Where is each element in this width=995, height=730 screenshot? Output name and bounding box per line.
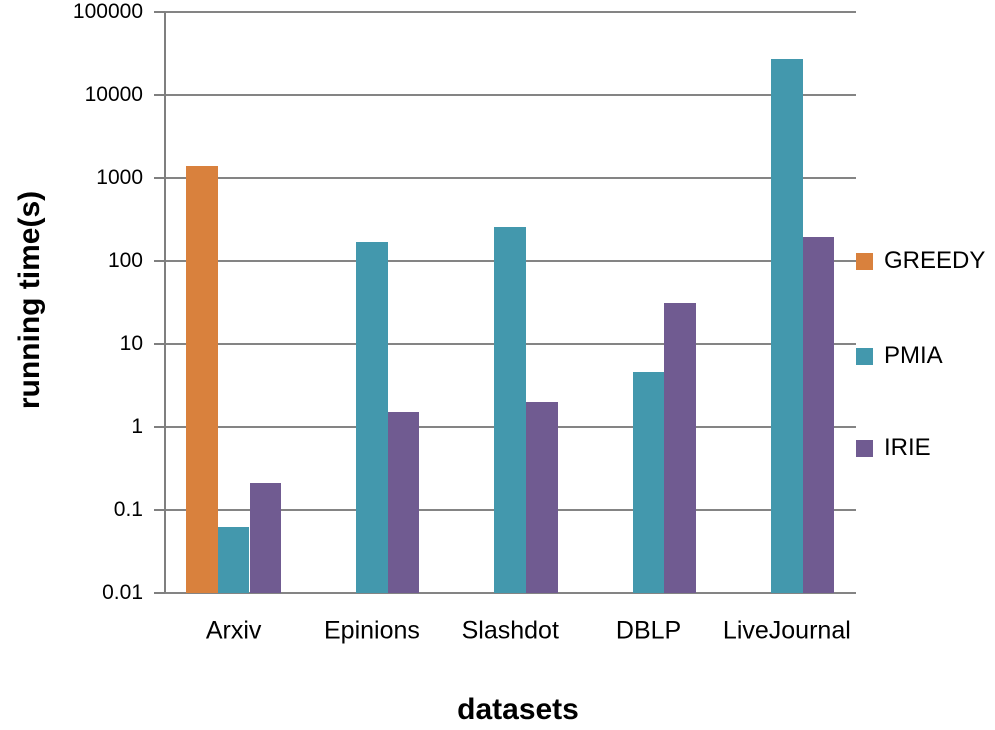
y-axis-tick-mark: [154, 11, 165, 13]
y-tick-label: 10000: [84, 83, 143, 106]
gridline: [164, 592, 856, 594]
category-label-slashdot: Slashdot: [461, 616, 559, 645]
category-label-arxiv: Arxiv: [205, 616, 262, 645]
y-axis-tick-mark: [154, 260, 165, 262]
y-axis-title: running time(s): [13, 190, 46, 410]
category-label-livejournal: LiveJournal: [722, 616, 851, 645]
bar-pmia-arxiv: [217, 527, 250, 593]
gridline: [164, 11, 856, 13]
legend-swatch-pmia: [856, 347, 873, 365]
legend-label-pmia: PMIA: [884, 342, 943, 369]
legend-item-greedy: GREEDY: [856, 247, 985, 275]
y-axis-tick-mark: [154, 343, 165, 345]
bar-pmia-livejournal: [771, 59, 803, 593]
category-label-epinions: Epinions: [323, 616, 420, 645]
y-tick-label: 100: [107, 249, 143, 272]
y-tick-label: 1: [131, 415, 143, 438]
y-tick-label: 0.01: [102, 581, 143, 604]
y-tick-label: 0.1: [113, 498, 143, 521]
bar-pmia-dblp: [632, 371, 665, 593]
x-axis-title: datasets: [457, 693, 579, 726]
gridline: [164, 177, 856, 179]
bar-irie-livejournal: [802, 236, 835, 593]
y-axis-line: [163, 12, 166, 593]
y-tick-label: 100000: [72, 0, 143, 23]
legend-swatch-greedy: [856, 252, 873, 270]
bar-greedy-arxiv: [186, 165, 218, 593]
y-axis-tick-mark: [154, 592, 165, 594]
bar-pmia-slashdot: [494, 226, 527, 593]
bar-irie-slashdot: [526, 402, 558, 593]
gridline: [164, 94, 856, 96]
bar-irie-dblp: [664, 303, 697, 593]
legend-swatch-irie: [856, 439, 873, 457]
bar-pmia-epinions: [356, 241, 388, 593]
y-axis-tick-mark: [154, 94, 165, 96]
y-tick-label: 1000: [96, 166, 143, 189]
y-axis-tick-mark: [154, 177, 165, 179]
legend-label-irie: IRIE: [884, 434, 931, 461]
legend-item-irie: IRIE: [856, 434, 931, 462]
legend-item-pmia: PMIA: [856, 342, 943, 370]
category-label-dblp: DBLP: [615, 616, 682, 645]
bar-irie-arxiv: [249, 483, 282, 593]
y-axis-tick-mark: [154, 509, 165, 511]
legend-label-greedy: GREEDY: [884, 247, 986, 274]
y-tick-label: 10: [119, 332, 143, 355]
bar-irie-epinions: [387, 412, 420, 593]
y-axis-tick-mark: [154, 426, 165, 428]
